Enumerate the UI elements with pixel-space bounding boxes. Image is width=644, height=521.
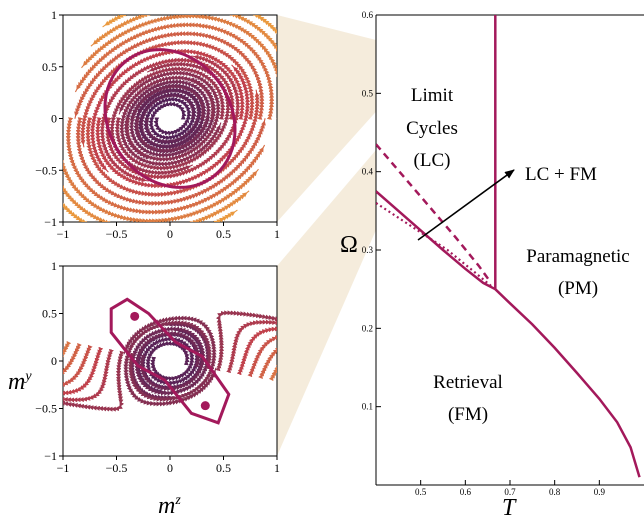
y-tick-label: 0 [51,112,57,126]
streamline [215,310,277,372]
label-paramagnetic-1: Paramagnetic [526,246,629,267]
y-tick-label: 0 [51,354,57,368]
phase-boundary-solid [494,288,641,478]
y-tick-label: 0.4 [362,167,374,177]
x-tick-label: 1 [274,461,280,475]
y-tick-label: −0.5 [35,163,57,177]
x-tick-label: −1 [57,461,70,475]
x-axis-title-mz: mz [158,493,181,519]
label-retrieval-1: Retrieval [433,372,503,393]
limit-cycle-orbit [103,48,237,189]
y-tick-label: −1 [44,449,57,463]
x-tick-label: 0 [167,461,173,475]
phase-boundary-dashed [376,143,491,283]
x-tick-label: 0.5 [216,461,231,475]
x-tick-label: 0.8 [549,487,561,497]
streamline [268,345,277,382]
streamline [32,339,48,357]
x-tick-label: −0.5 [106,227,128,241]
lc-fm-arrow [417,169,515,241]
y-tick-label: 0.6 [362,10,374,20]
streamline [63,350,125,412]
zoom-wedge-top [277,15,408,222]
y-tick-label: 0.3 [362,245,374,255]
x-tick-label: −0.5 [106,461,128,475]
y-tick-label: 0.5 [362,88,374,98]
x-tick-label: 0.7 [504,487,516,497]
y-axis-title-omega: Ω [340,232,358,258]
streamplot-bottom: −1 −0.5 0 0.5 1 −1 −0.5 0 0.5 1 [32,259,280,475]
fixed-point [130,311,140,321]
phase-boundary-solid [376,190,496,291]
y-tick-label: 0.2 [362,323,373,333]
y-axis-title-my: my [8,369,32,395]
fixed-point [200,401,210,411]
x-tick-label: 0.5 [415,487,427,497]
y-tick-label: 0.5 [42,60,57,74]
y-tick-label: −0.5 [35,402,57,416]
label-limit-cycles-1: Limit [411,85,454,106]
x-axis-title-t: T [502,495,517,521]
separatrix-orbit [109,297,231,425]
label-limit-cycles-3: (LC) [414,150,451,171]
streamline [123,315,217,402]
y-tick-label: 1 [51,8,57,22]
x-tick-label: 0.9 [594,487,606,497]
label-paramagnetic-2: (PM) [558,278,598,299]
x-tick-label: 0.5 [216,227,231,241]
label-lc-fm: LC + FM [525,164,597,185]
streamline [33,337,37,342]
zoom-wedge-bottom [277,150,376,456]
y-tick-label: 1 [51,259,57,273]
x-tick-label: 0 [167,227,173,241]
x-tick-label: 0.6 [460,487,472,497]
x-tick-label: −1 [57,227,70,241]
phase-boundary-dotted [376,202,493,288]
streamline [226,319,277,374]
streamplot-top: −1 −0.5 0 0.5 1 −1 −0.5 0 0.5 1 [35,8,280,241]
y-tick-label: 0.1 [362,402,373,412]
label-limit-cycles-2: Cycles [406,118,458,139]
x-tick-label: 1 [274,227,280,241]
streamline [63,348,114,403]
phase-diagram: 0.5 0.6 0.7 0.8 0.90.10.20.30.40.50.6 Limit … [340,10,644,521]
y-tick-label: −1 [44,215,57,229]
label-retrieval-2: (FM) [448,404,488,425]
streamline [63,340,72,377]
y-tick-label: 0.5 [42,307,57,321]
